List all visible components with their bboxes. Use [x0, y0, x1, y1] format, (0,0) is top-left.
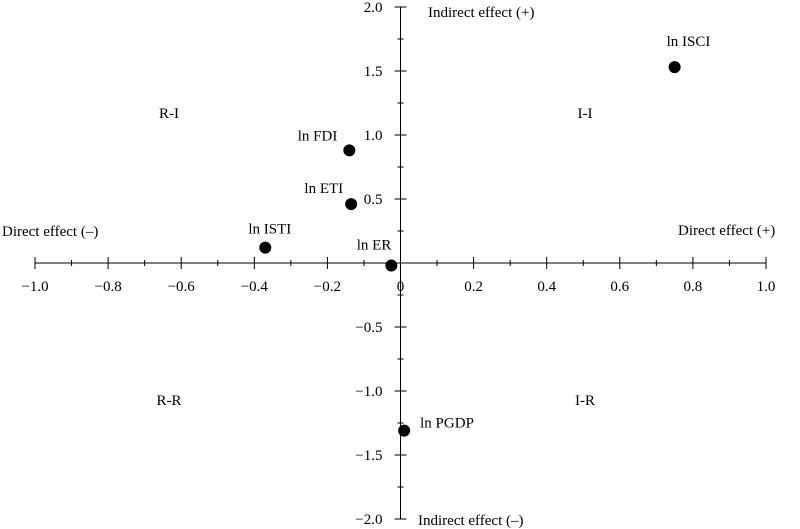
direct-effect-positive-label: Direct effect (+) [678, 223, 775, 239]
indirect-effect-positive-label: Indirect effect (+) [428, 5, 534, 21]
x-tick-label: 0.2 [464, 279, 483, 295]
quadrant-label-r-r: R-R [156, 393, 181, 409]
point-label-ln-isti: ln ISTI [248, 222, 291, 238]
x-tick-label: 0.4 [537, 279, 556, 295]
y-tick-label: −1.0 [355, 384, 382, 400]
ticks: −1.0 −0.8 −0.6 −0.4 −0.2 0 0.2 0.4 0.6 0.8 1.0 2.0 1… [21, 0, 775, 528]
point-label-ln-eti: ln ETI [304, 181, 343, 197]
y-tick-label: −0.5 [355, 320, 382, 336]
data-points: ln ISCI ln FDI ln ETI ln ISTI ln ER ln PGDP [248, 34, 710, 437]
y-tick-label: 2.0 [364, 0, 383, 16]
y-tick-label: −2.0 [355, 512, 382, 528]
quadrant-label-i-i: I-I [578, 106, 593, 122]
x-tick-label: −0.8 [94, 279, 121, 295]
x-tick-label: −0.6 [168, 279, 196, 295]
x-tick-label: −0.4 [241, 279, 269, 295]
point-label-ln-pgdp: ln PGDP [420, 416, 474, 432]
point-ln-fdi [343, 144, 356, 157]
y-tick-label: −1.5 [355, 448, 382, 464]
point-label-ln-er: ln ER [357, 238, 392, 254]
y-tick-label: 1.5 [364, 64, 383, 80]
point-ln-eti [345, 198, 358, 211]
point-label-ln-isci: ln ISCI [667, 34, 711, 50]
point-ln-isti [259, 241, 272, 254]
x-tick-label: 0.8 [684, 279, 703, 295]
x-tick-label: 0 [397, 279, 405, 295]
x-tick-label: −1.0 [21, 279, 48, 295]
y-tick-label: 0.5 [364, 192, 383, 208]
direct-effect-negative-label: Direct effect (–) [2, 224, 98, 240]
point-label-ln-fdi: ln FDI [298, 128, 338, 144]
x-tick-label: −0.2 [314, 279, 341, 295]
point-ln-isci [668, 61, 681, 74]
annotations: Indirect effect (+) Indirect effect (–) … [2, 5, 775, 529]
point-ln-pgdp [398, 424, 411, 437]
quadrant-label-i-r: I-R [575, 393, 595, 409]
quadrant-label-r-i: R-I [159, 106, 179, 122]
indirect-effect-negative-label: Indirect effect (–) [418, 513, 524, 529]
x-tick-label: 1.0 [757, 279, 776, 295]
x-tick-label: 0.6 [610, 279, 629, 295]
point-ln-er [385, 259, 398, 272]
y-tick-label: 1.0 [364, 128, 383, 144]
